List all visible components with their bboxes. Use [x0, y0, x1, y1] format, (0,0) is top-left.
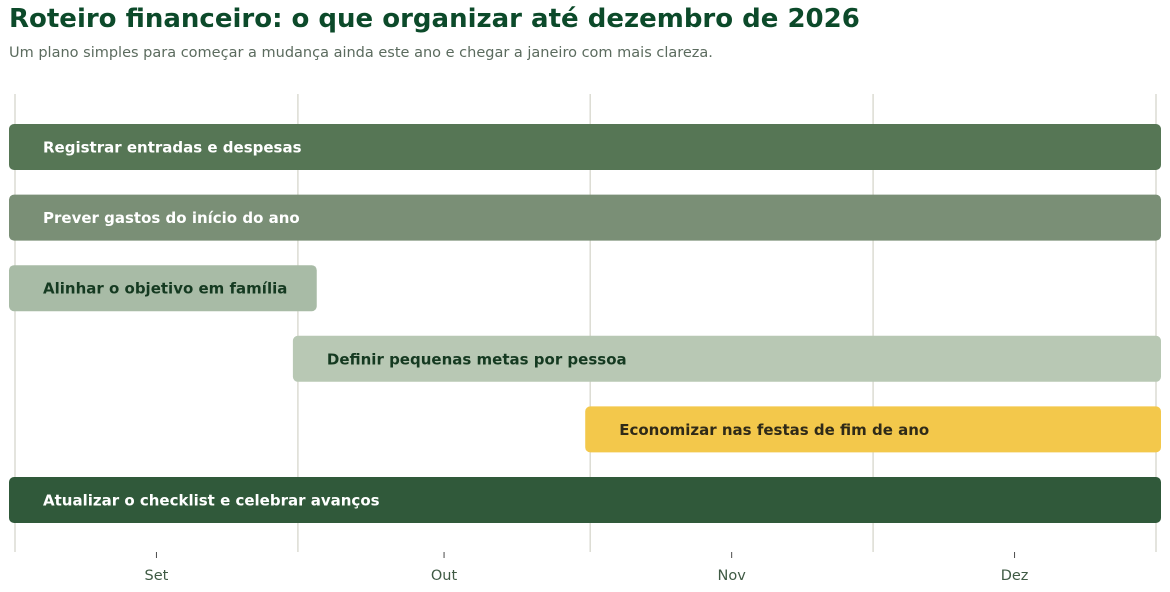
x-axis: Set Out Nov Dez — [145, 552, 1029, 584]
task-bar — [9, 194, 1161, 241]
task-row: Registrar entradas e despesas — [9, 124, 1161, 170]
task-label: Economizar nas festas de fim de ano — [619, 421, 929, 439]
x-tick-label: Nov — [718, 568, 747, 584]
bars: Registrar entradas e despesas Prever gast… — [9, 124, 1161, 523]
task-row: Definir pequenas metas por pessoa — [292, 335, 1161, 382]
task-bar — [9, 265, 317, 312]
x-tick-label: Out — [431, 568, 458, 584]
task-bar — [9, 477, 1161, 523]
x-tick-label: Set — [145, 568, 169, 584]
task-label: Definir pequenas metas por pessoa — [327, 350, 627, 368]
task-label: Alinhar o objetivo em família — [43, 280, 287, 298]
chart-subtitle: Um plano simples para começar a mudança … — [9, 45, 713, 61]
task-label: Registrar entradas e despesas — [43, 139, 302, 157]
task-label: Prever gastos do início do ano — [43, 209, 300, 227]
task-label: Atualizar o checklist e celebrar avanços — [43, 492, 380, 510]
task-bar — [9, 124, 1161, 170]
task-bar — [292, 335, 1161, 382]
task-row: Atualizar o checklist e celebrar avanços — [9, 477, 1161, 523]
chart-title: Roteiro financeiro: o que organizar até … — [9, 4, 860, 34]
task-bar — [585, 406, 1161, 453]
task-row: Prever gastos do início do ano — [9, 194, 1161, 241]
x-tick-label: Dez — [1001, 568, 1029, 584]
task-row: Alinhar o objetivo em família — [9, 265, 317, 312]
task-row: Economizar nas festas de fim de ano — [585, 406, 1161, 453]
gridlines — [14, 94, 1157, 552]
